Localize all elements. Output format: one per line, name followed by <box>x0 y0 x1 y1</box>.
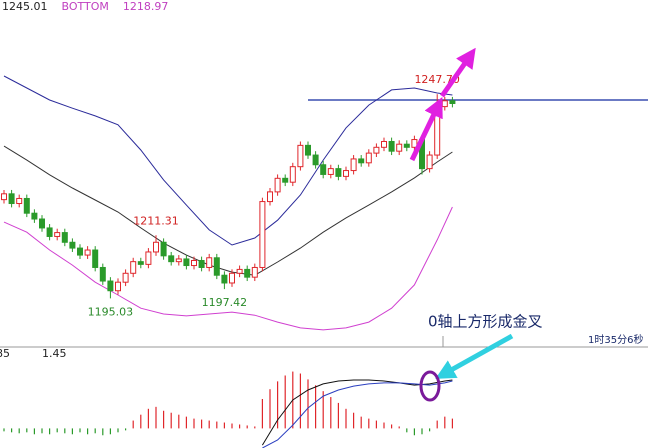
candle-body <box>153 241 159 253</box>
candle-body <box>297 144 304 168</box>
candle-body <box>77 247 83 256</box>
header-text: 1245.01 <box>2 0 48 13</box>
candle-body <box>160 241 167 257</box>
candle-body <box>327 168 334 175</box>
candle-body <box>175 258 182 263</box>
candle-body <box>61 232 68 243</box>
macd-line <box>261 379 453 446</box>
candle-body <box>449 100 456 104</box>
candle-body <box>441 100 448 108</box>
candle-body <box>229 272 235 284</box>
candle-body <box>84 249 91 256</box>
candle-body <box>115 281 121 292</box>
candle-body <box>388 140 395 152</box>
candle-body <box>145 251 152 265</box>
candle-body <box>206 257 213 268</box>
candle-body <box>350 158 357 172</box>
candle-body <box>236 268 243 274</box>
candle-body <box>8 193 15 205</box>
macd-header-text: 1.45 <box>42 347 67 360</box>
candle-body <box>320 164 327 175</box>
candle-body <box>381 140 387 148</box>
band-line <box>3 206 453 331</box>
candle-body <box>373 146 380 154</box>
candle-body <box>137 261 144 265</box>
candle-body <box>31 212 38 220</box>
price-annotation: 1211.31 <box>133 214 179 227</box>
candle-body <box>282 177 289 183</box>
candle-body <box>365 152 372 164</box>
price-annotation: 1197.42 <box>202 296 248 309</box>
candle-body <box>1 193 7 201</box>
candle-body <box>343 170 349 177</box>
header-text: 1218.97 <box>123 0 169 13</box>
candle-body <box>312 154 319 166</box>
time-label: 1时35分6秒 <box>588 333 643 346</box>
candle-body <box>191 259 197 267</box>
candle-body <box>274 177 281 193</box>
candle-body <box>251 266 258 278</box>
labels: 1245.01 BOTTOM 1218.971247.701211.311195.0… <box>0 0 460 360</box>
candle-body <box>259 201 266 268</box>
candle-body <box>358 158 365 164</box>
candle-body <box>46 227 53 237</box>
candle-body <box>411 139 418 148</box>
candle-body <box>221 274 228 284</box>
candle-body <box>69 241 76 249</box>
candle-body <box>267 191 273 203</box>
macd-header-text: 85 <box>0 347 10 360</box>
candle-body <box>396 143 403 152</box>
candle-body <box>244 268 251 278</box>
note: 0轴上方形成金叉 <box>428 313 543 331</box>
candle-body <box>39 218 45 229</box>
candle-body <box>198 259 205 268</box>
candle-body <box>168 255 175 263</box>
band-line <box>3 75 453 246</box>
band-line <box>3 145 453 276</box>
candle-body <box>92 249 99 268</box>
candle-body <box>23 197 30 214</box>
candle-body <box>107 280 114 292</box>
candle-body <box>99 266 106 282</box>
macd-line <box>262 380 453 448</box>
candle-body <box>335 168 342 177</box>
price-panel <box>1 75 648 331</box>
candle-body <box>122 272 129 283</box>
candle-body <box>16 197 23 205</box>
candle-body <box>183 258 190 267</box>
candle-body <box>403 143 410 148</box>
candle-body <box>130 261 137 274</box>
arrow <box>439 47 476 98</box>
header-text: BOTTOM <box>62 0 109 13</box>
macd-panel <box>3 371 453 448</box>
candle-body <box>289 166 296 183</box>
candle-body <box>305 144 311 156</box>
arrow <box>435 333 514 379</box>
candle-body <box>426 154 433 170</box>
highlight-circle <box>419 370 441 402</box>
price-annotation: 1195.03 <box>88 305 134 318</box>
arrow <box>409 96 443 162</box>
candle-body <box>213 257 220 276</box>
candle-body <box>54 232 61 237</box>
